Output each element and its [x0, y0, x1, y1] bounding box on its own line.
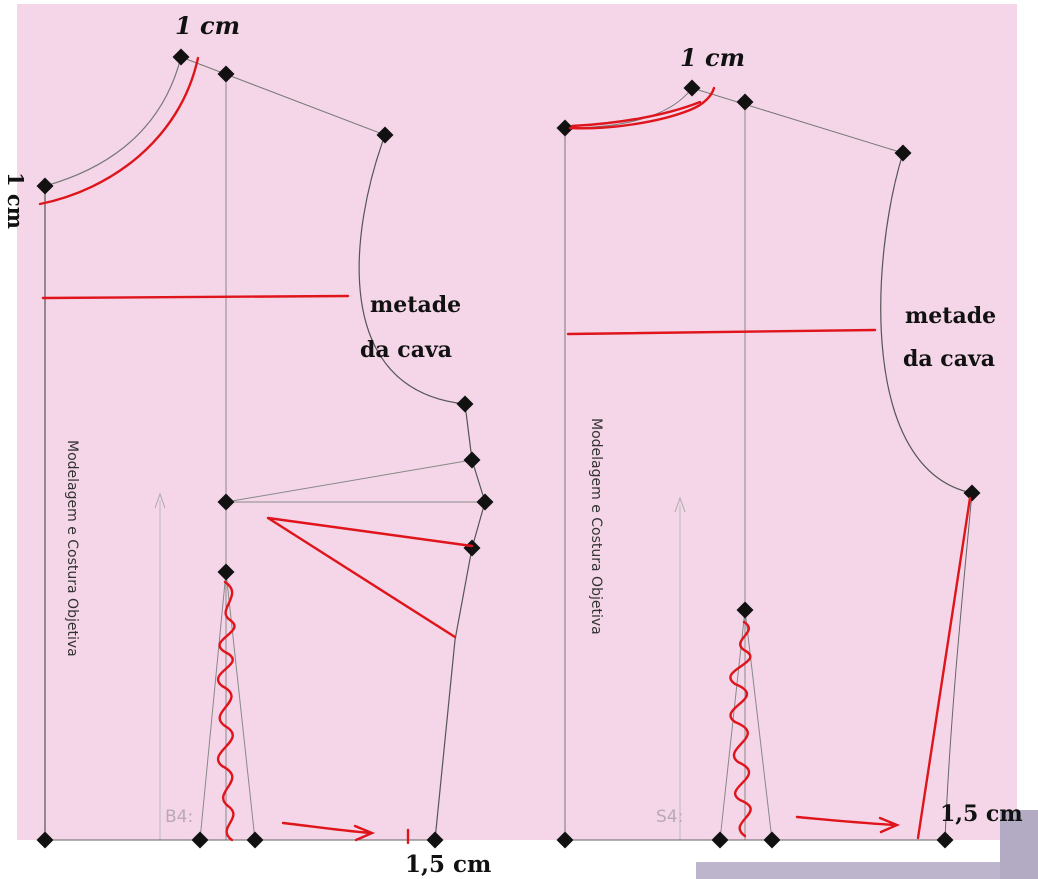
left-armhole-label-2: da cava [360, 337, 452, 363]
scan-edge-block-side [1000, 810, 1038, 879]
left-new-neckline [38, 56, 200, 206]
left-arrow [281, 821, 376, 842]
left-watermark: Modelagem e Costura Objetiva [64, 440, 80, 657]
right-arrow [795, 815, 901, 834]
right-faint-arrow [674, 496, 686, 513]
right-watermark: Modelagem e Costura Objetiva [588, 418, 604, 635]
right-top-label: 1 cm [680, 43, 745, 72]
right-new-side-seam [916, 496, 972, 840]
left-armhole-label-1: metade [370, 292, 461, 318]
left-half-armhole-line [41, 294, 350, 300]
right-half-armhole-line [566, 328, 877, 336]
right-armhole-label-1: metade [905, 303, 996, 329]
pink-paper [17, 4, 1017, 840]
right-armhole-label-2: da cava [903, 346, 995, 372]
left-new-dart [266, 516, 474, 639]
left-top-label: 1 cm [175, 11, 240, 40]
left-corrections [38, 56, 474, 845]
left-faint-arrow [154, 492, 166, 509]
left-bottom-label: 1,5 cm [405, 851, 491, 878]
left-shoulder-line [180, 56, 386, 136]
right-bottom-label: 1,5 cm [940, 801, 1023, 827]
right-shoulder-line [691, 87, 904, 154]
left-zigzag [216, 580, 236, 842]
right-new-neckline [568, 86, 716, 130]
left-side-label: 1 cm [3, 172, 28, 229]
right-armhole [880, 152, 973, 494]
right-corrections [566, 86, 972, 840]
scan-edge-block [696, 862, 1038, 879]
left-armhole [358, 134, 466, 405]
right-side-seam [944, 492, 973, 841]
left-neckline [44, 56, 182, 187]
left-side-seam [434, 403, 486, 841]
right-zigzag [729, 620, 752, 838]
right-faint-text: S4: [656, 807, 683, 827]
left-faint-text: B4: [165, 807, 193, 827]
